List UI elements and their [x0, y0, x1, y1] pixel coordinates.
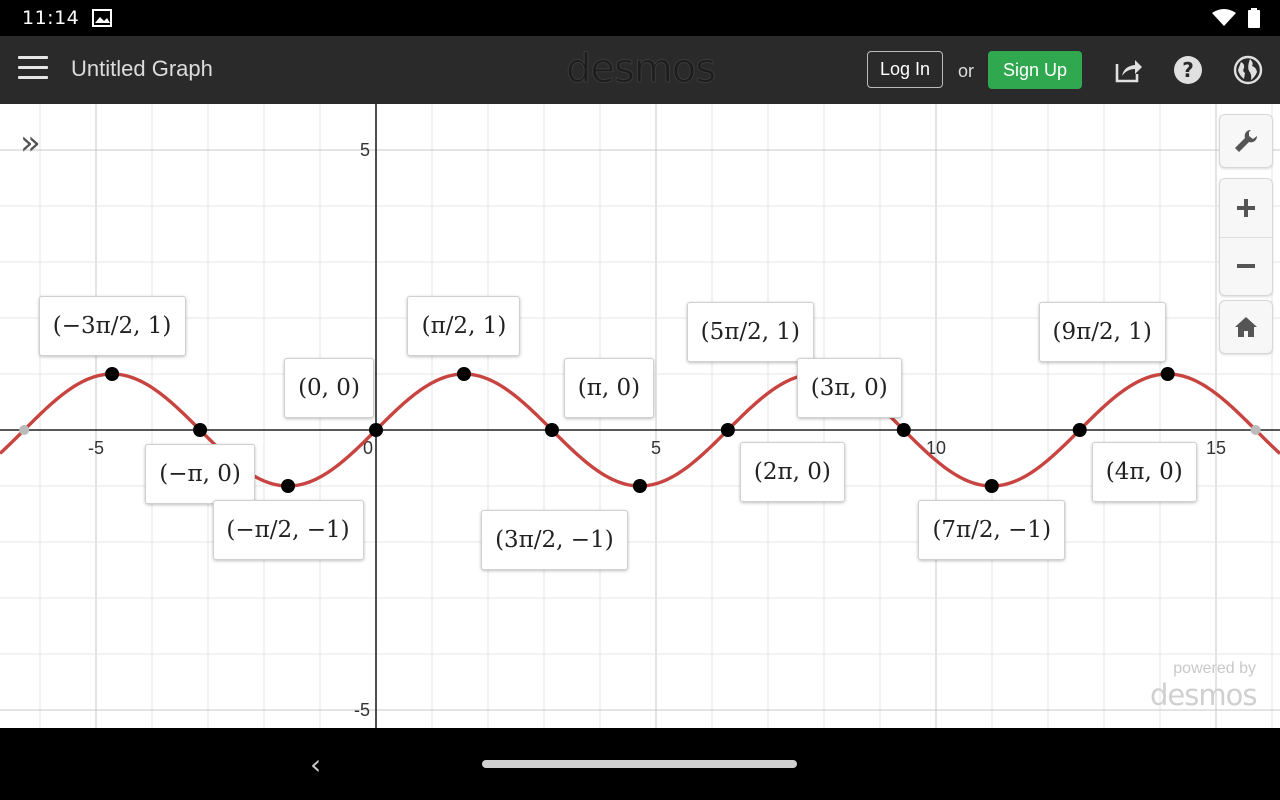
hamburger-icon[interactable] — [18, 56, 48, 84]
point-label: (−π, 0) — [145, 444, 256, 504]
graph-plot[interactable]: -5 0 5 10 15 5 -5 — [0, 104, 1280, 728]
zoom-out-button[interactable] — [1220, 238, 1272, 296]
point-label: (π, 0) — [563, 358, 654, 418]
plus-icon — [1237, 198, 1255, 217]
svg-text:?: ? — [1182, 58, 1194, 82]
wrench-icon — [1235, 129, 1258, 152]
x-tick-label: 5 — [651, 438, 661, 458]
labeled-point[interactable] — [544, 423, 559, 437]
x-tick-label: -5 — [88, 438, 104, 458]
labeled-point[interactable] — [1160, 367, 1175, 381]
minus-icon — [1237, 264, 1255, 269]
wifi-icon — [1212, 9, 1236, 26]
help-icon[interactable]: ? — [1173, 55, 1203, 85]
share-icon[interactable] — [1113, 55, 1143, 85]
point-label: (2π, 0) — [739, 442, 845, 502]
labeled-point[interactable] — [281, 479, 296, 493]
point-label: (7π/2, −1) — [918, 500, 1066, 560]
navigation-bar: ‹ — [0, 728, 1280, 800]
labeled-point[interactable] — [456, 367, 471, 381]
point-label: (4π, 0) — [1091, 442, 1197, 502]
y-tick-label: 5 — [360, 140, 370, 160]
labeled-point[interactable] — [984, 479, 999, 493]
powered-by-text: powered by — [1173, 660, 1256, 677]
x-tick-label: 0 — [363, 438, 373, 458]
app-header: Untitled Graph desmos Log In or Sign Up … — [0, 36, 1280, 105]
gallery-icon — [92, 9, 112, 27]
labeled-point[interactable] — [369, 423, 383, 437]
point-label: (π/2, 1) — [407, 296, 521, 356]
log-in-button[interactable]: Log In — [867, 51, 943, 88]
x-tick-label: 10 — [926, 438, 946, 458]
status-time: 11:14 — [22, 7, 80, 29]
point-label: (−π/2, −1) — [212, 500, 364, 560]
x-tick-label: 15 — [1206, 438, 1226, 458]
zoom-in-button[interactable] — [1220, 179, 1272, 238]
graph-title[interactable]: Untitled Graph — [71, 56, 213, 81]
point-label: (−3π/2, 1) — [38, 296, 186, 356]
home-gesture-handle[interactable] — [482, 760, 797, 768]
battery-icon — [1248, 8, 1260, 28]
y-tick-label: -5 — [354, 700, 370, 720]
globe-icon[interactable] — [1233, 55, 1263, 85]
powered-by-desmos-logo[interactable]: desmos — [1150, 678, 1257, 712]
double-chevron-right-icon[interactable]: » — [20, 123, 41, 163]
desmos-logo: desmos — [565, 46, 716, 93]
hollow-point — [19, 425, 30, 435]
back-chevron-icon[interactable]: ‹ — [310, 748, 322, 781]
point-label: (3π, 0) — [796, 358, 902, 418]
point-label: (5π/2, 1) — [686, 302, 814, 362]
labeled-point[interactable] — [1072, 423, 1087, 437]
point-label: (3π/2, −1) — [480, 510, 628, 570]
or-text: or — [958, 61, 975, 81]
home-icon — [1235, 317, 1257, 337]
status-bar: 11:14 — [0, 0, 1280, 36]
graph-settings-button[interactable] — [1219, 114, 1273, 168]
default-viewport-button[interactable] — [1219, 300, 1273, 354]
graph-canvas[interactable]: -5 0 5 10 15 5 -5 (−3π/2, 1) (−π, 0) (−π/2, −1) (… — [0, 104, 1280, 728]
point-label: (9π/2, 1) — [1038, 302, 1166, 362]
labeled-point[interactable] — [105, 367, 120, 381]
labeled-point[interactable] — [632, 479, 647, 493]
labeled-point[interactable] — [720, 423, 735, 437]
sign-up-button[interactable]: Sign Up — [988, 51, 1082, 89]
point-label: (0, 0) — [284, 358, 374, 418]
labeled-point[interactable] — [193, 423, 208, 437]
zoom-controls — [1219, 178, 1273, 296]
labeled-point[interactable] — [896, 423, 911, 437]
hollow-point — [1250, 425, 1261, 435]
